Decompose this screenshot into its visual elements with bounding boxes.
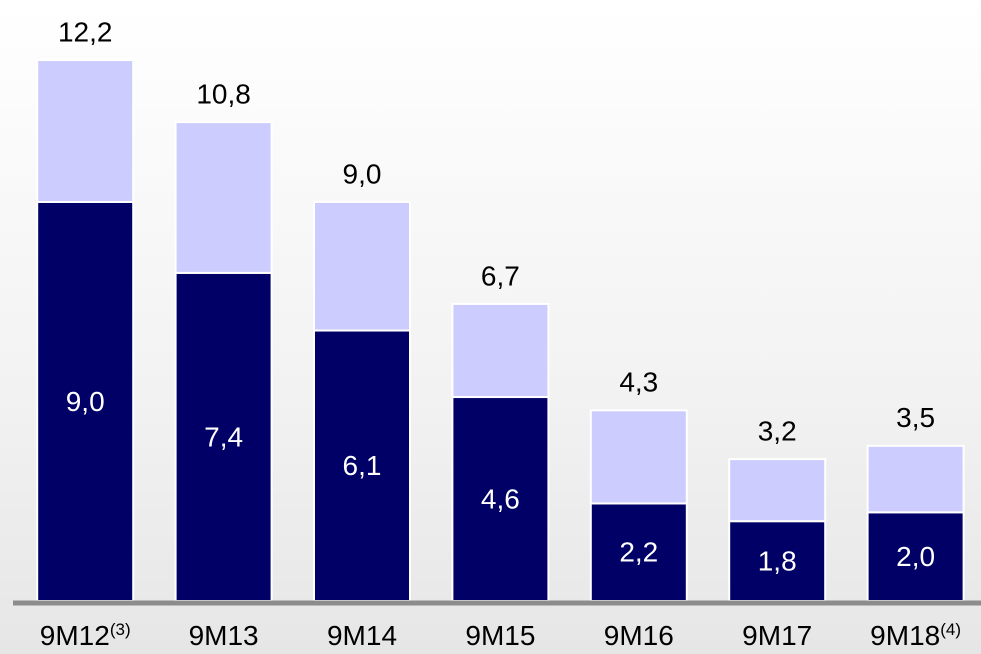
bar-segment [174,271,273,602]
value-label: 2,2 [619,537,658,568]
bar-segment [36,200,135,603]
x-tick-label: 9M14 [327,620,397,651]
value-label: 6,1 [343,450,382,481]
total-label: 3,2 [758,416,797,447]
category: 9M15 [465,620,535,651]
x-tick-label: 9M18(4) [870,620,961,651]
bar-segment [36,59,135,203]
bar-segment [451,396,550,602]
bar-segment [728,458,827,523]
bar-segment [728,520,827,602]
footnote: (3) [110,620,131,639]
bar-segment [866,444,965,514]
total-label: 9,0 [343,158,382,189]
bar-segment [589,409,688,505]
x-tick-label: 9M15 [465,620,535,651]
x-tick-label: 9M12(3) [40,620,131,651]
category: 9M13 [189,620,259,651]
category: 9M14 [327,620,397,651]
total-label: 3,5 [896,402,935,433]
category: 9M18 [870,620,940,651]
x-tick-label: 9M13 [189,620,259,651]
x-tick-label: 9M17 [742,620,812,651]
category: 9M17 [742,620,812,651]
x-tick-label: 9M16 [604,620,674,651]
total-label: 4,3 [619,367,658,398]
total-label: 12,2 [58,16,113,47]
category: 9M12 [40,620,110,651]
value-label: 7,4 [204,421,243,452]
total-label: 6,7 [481,260,520,291]
footnote: (4) [940,620,961,639]
bar-segment [313,200,411,332]
bar-segment [174,121,273,274]
value-label: 9,0 [66,386,105,417]
value-label: 4,6 [481,483,520,514]
value-label: 2,0 [896,541,935,572]
bar-segment [451,302,550,399]
total-label: 10,8 [196,79,251,110]
category: 9M16 [604,620,674,651]
value-label: 1,8 [758,545,797,576]
